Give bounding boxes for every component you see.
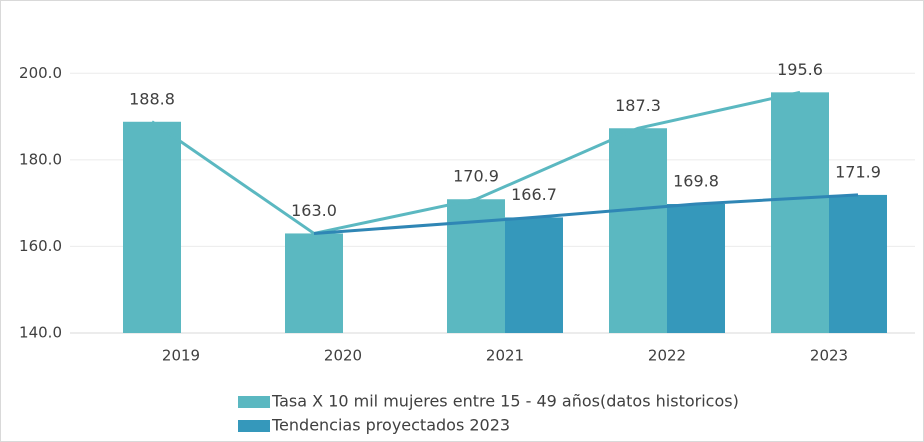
bar <box>609 128 667 333</box>
bar <box>667 204 725 333</box>
x-tick-label: 2023 <box>810 347 848 365</box>
value-label: 169.8 <box>673 172 719 191</box>
y-tick-label: 200.0 <box>19 64 62 82</box>
x-tick-label: 2019 <box>162 347 200 365</box>
value-label: 171.9 <box>835 162 881 181</box>
legend-label: Tendencias proyectados 2023 <box>271 416 510 435</box>
line <box>313 193 859 235</box>
bar <box>505 217 563 333</box>
value-label: 188.8 <box>129 89 175 108</box>
value-label: 187.3 <box>615 96 661 115</box>
bar <box>829 194 887 333</box>
x-tick-label: 2022 <box>648 347 686 365</box>
value-label: 170.9 <box>453 167 499 186</box>
legend-swatch <box>238 420 270 432</box>
value-label: 195.6 <box>777 60 823 79</box>
value-label: 166.7 <box>511 185 557 204</box>
y-tick-label: 180.0 <box>19 150 62 168</box>
bar <box>771 92 829 334</box>
x-tick-label: 2020 <box>324 347 362 365</box>
value-label: 163.0 <box>291 201 337 220</box>
y-tick-label: 140.0 <box>19 324 62 342</box>
bar <box>285 233 343 333</box>
line <box>151 90 801 236</box>
legend-label: Tasa X 10 mil mujeres entre 15 - 49 años… <box>271 392 739 411</box>
x-tick-label: 2021 <box>486 347 524 365</box>
legend-swatch <box>238 396 270 408</box>
y-tick-label: 160.0 <box>19 237 62 255</box>
bar <box>123 121 181 333</box>
